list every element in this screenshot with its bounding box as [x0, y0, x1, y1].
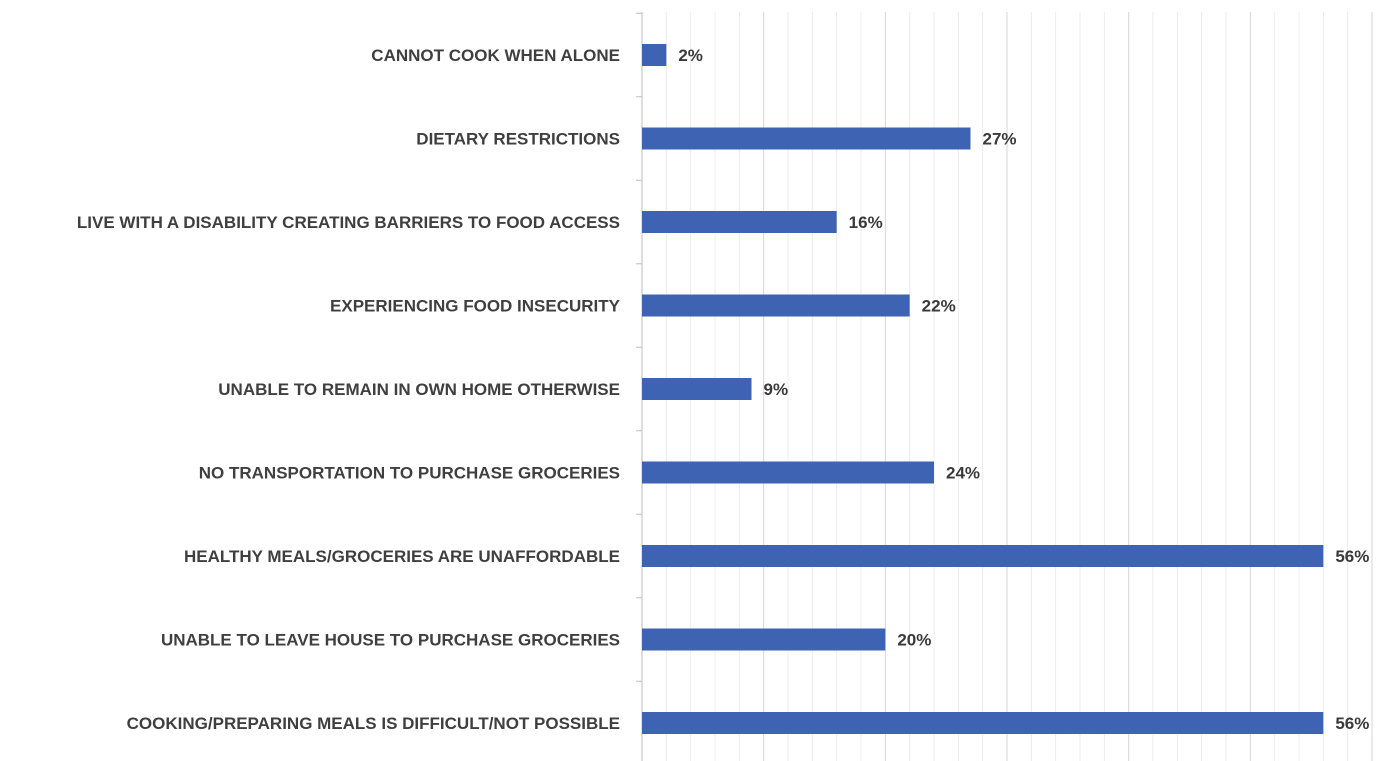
value-labels: 2% 27% 16% 22% 9% 24% 56% 20% 56% — [678, 46, 1369, 733]
category-label: UNABLE TO REMAIN IN OWN HOME OTHERWISE — [218, 380, 620, 399]
category-label: DIETARY RESTRICTIONS — [416, 130, 620, 149]
bar — [642, 294, 910, 317]
bar — [642, 127, 971, 150]
data-label: 56% — [1335, 547, 1369, 566]
category-labels: CANNOT COOK WHEN ALONE DIETARY RESTRICTIO… — [77, 46, 621, 733]
category-label: UNABLE TO LEAVE HOUSE TO PURCHASE GROCER… — [161, 631, 620, 650]
category-label: LIVE WITH A DISABILITY CREATING BARRIERS… — [77, 213, 620, 232]
data-label: 9% — [764, 380, 789, 399]
bar — [642, 44, 667, 66]
data-label: 16% — [849, 213, 883, 232]
data-label: 24% — [946, 464, 980, 483]
category-axis — [636, 12, 643, 761]
category-label: EXPERIENCING FOOD INSECURITY — [330, 297, 621, 316]
data-label: 22% — [922, 297, 956, 316]
data-label: 27% — [983, 130, 1017, 149]
category-label: NO TRANSPORTATION TO PURCHASE GROCERIES — [199, 464, 620, 483]
category-label: HEALTHY MEALS/GROCERIES ARE UNAFFORDABLE — [184, 547, 620, 566]
data-label: 2% — [678, 46, 703, 65]
bar — [642, 545, 1324, 567]
data-label: 20% — [897, 631, 931, 650]
category-label: COOKING/PREPARING MEALS IS DIFFICULT/NOT… — [127, 714, 620, 733]
bars — [642, 44, 1324, 734]
bar — [642, 378, 752, 400]
bar — [642, 628, 886, 651]
bar — [642, 211, 837, 233]
category-label: CANNOT COOK WHEN ALONE — [371, 46, 620, 65]
bar — [642, 461, 934, 484]
bar — [642, 712, 1324, 734]
data-label: 56% — [1335, 714, 1369, 733]
